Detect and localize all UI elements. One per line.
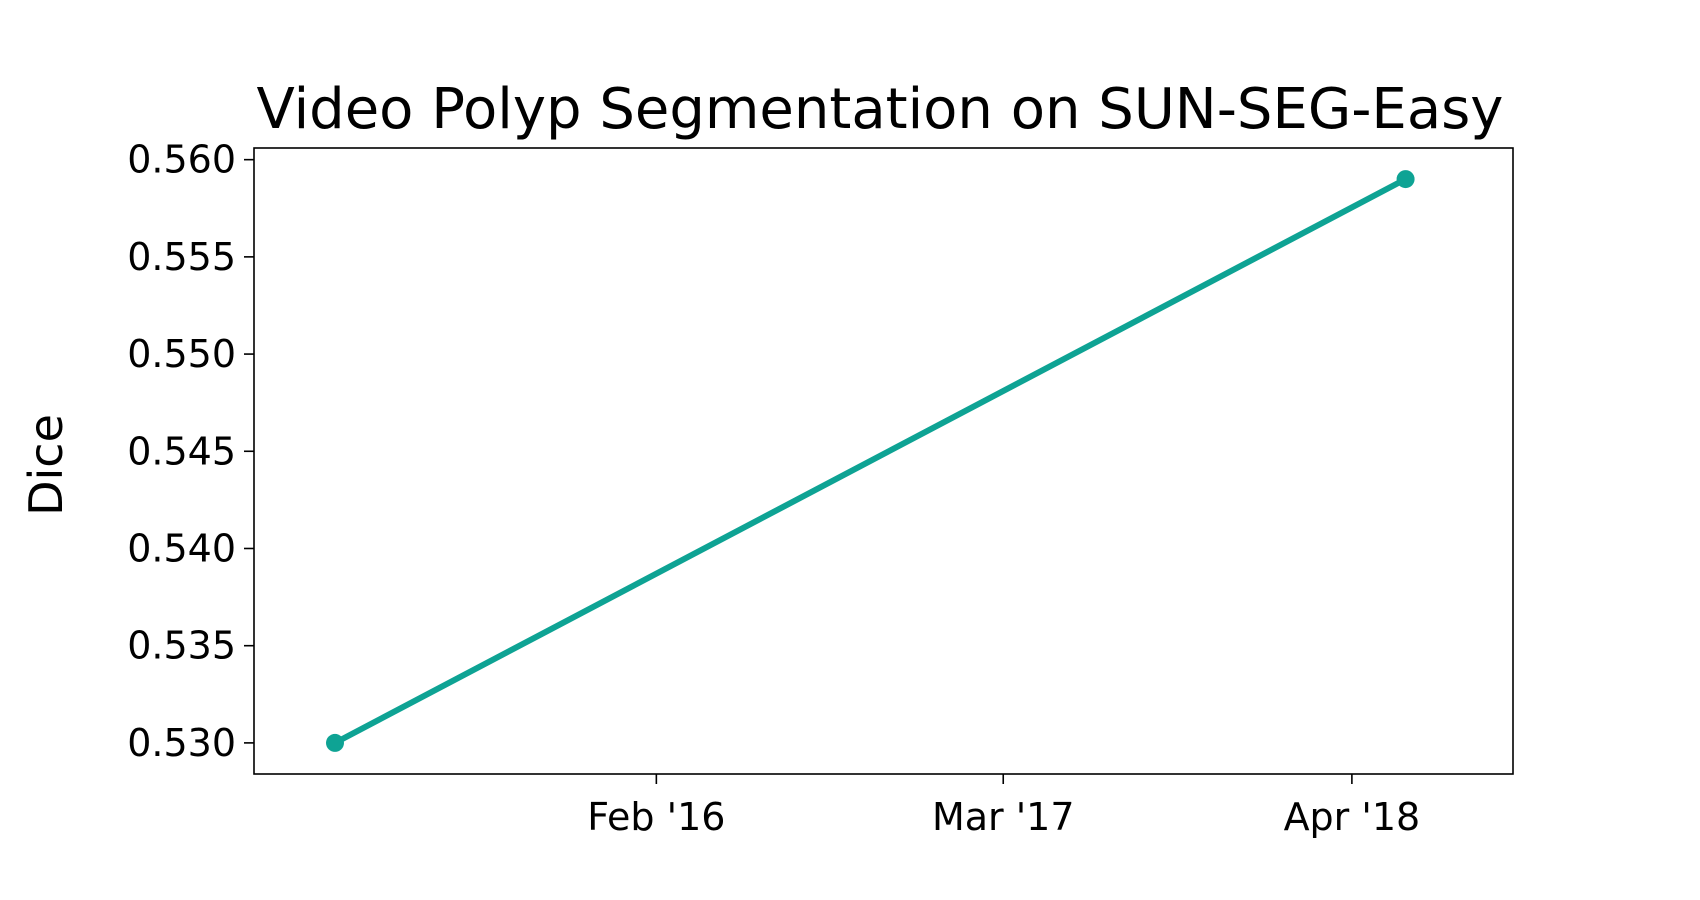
chart-title: Video Polyp Segmentation on SUN-SEG-Easy [257, 77, 1504, 142]
y-tick-label: 0.545 [127, 429, 236, 473]
y-tick-label: 0.550 [127, 332, 236, 376]
plot-frame [253, 147, 1514, 775]
y-tick-label: 0.530 [127, 721, 236, 765]
x-tick-label: Feb '16 [587, 795, 725, 839]
x-tick-label: Mar '17 [932, 795, 1075, 839]
series-line [331, 176, 1409, 746]
y-tick-label: 0.535 [127, 624, 236, 668]
y-tick-label: 0.560 [127, 138, 236, 182]
x-tick-label: Apr '18 [1284, 795, 1421, 839]
y-tick-label: 0.540 [127, 526, 236, 570]
y-tick-label: 0.555 [127, 235, 236, 279]
plot-area: 0.530 0.535 0.540 0.545 0.550 0.555 0.560 Feb '… [127, 138, 1420, 839]
data-point [325, 733, 344, 752]
data-point [1396, 170, 1415, 189]
y-axis-label: Dice [19, 414, 73, 516]
